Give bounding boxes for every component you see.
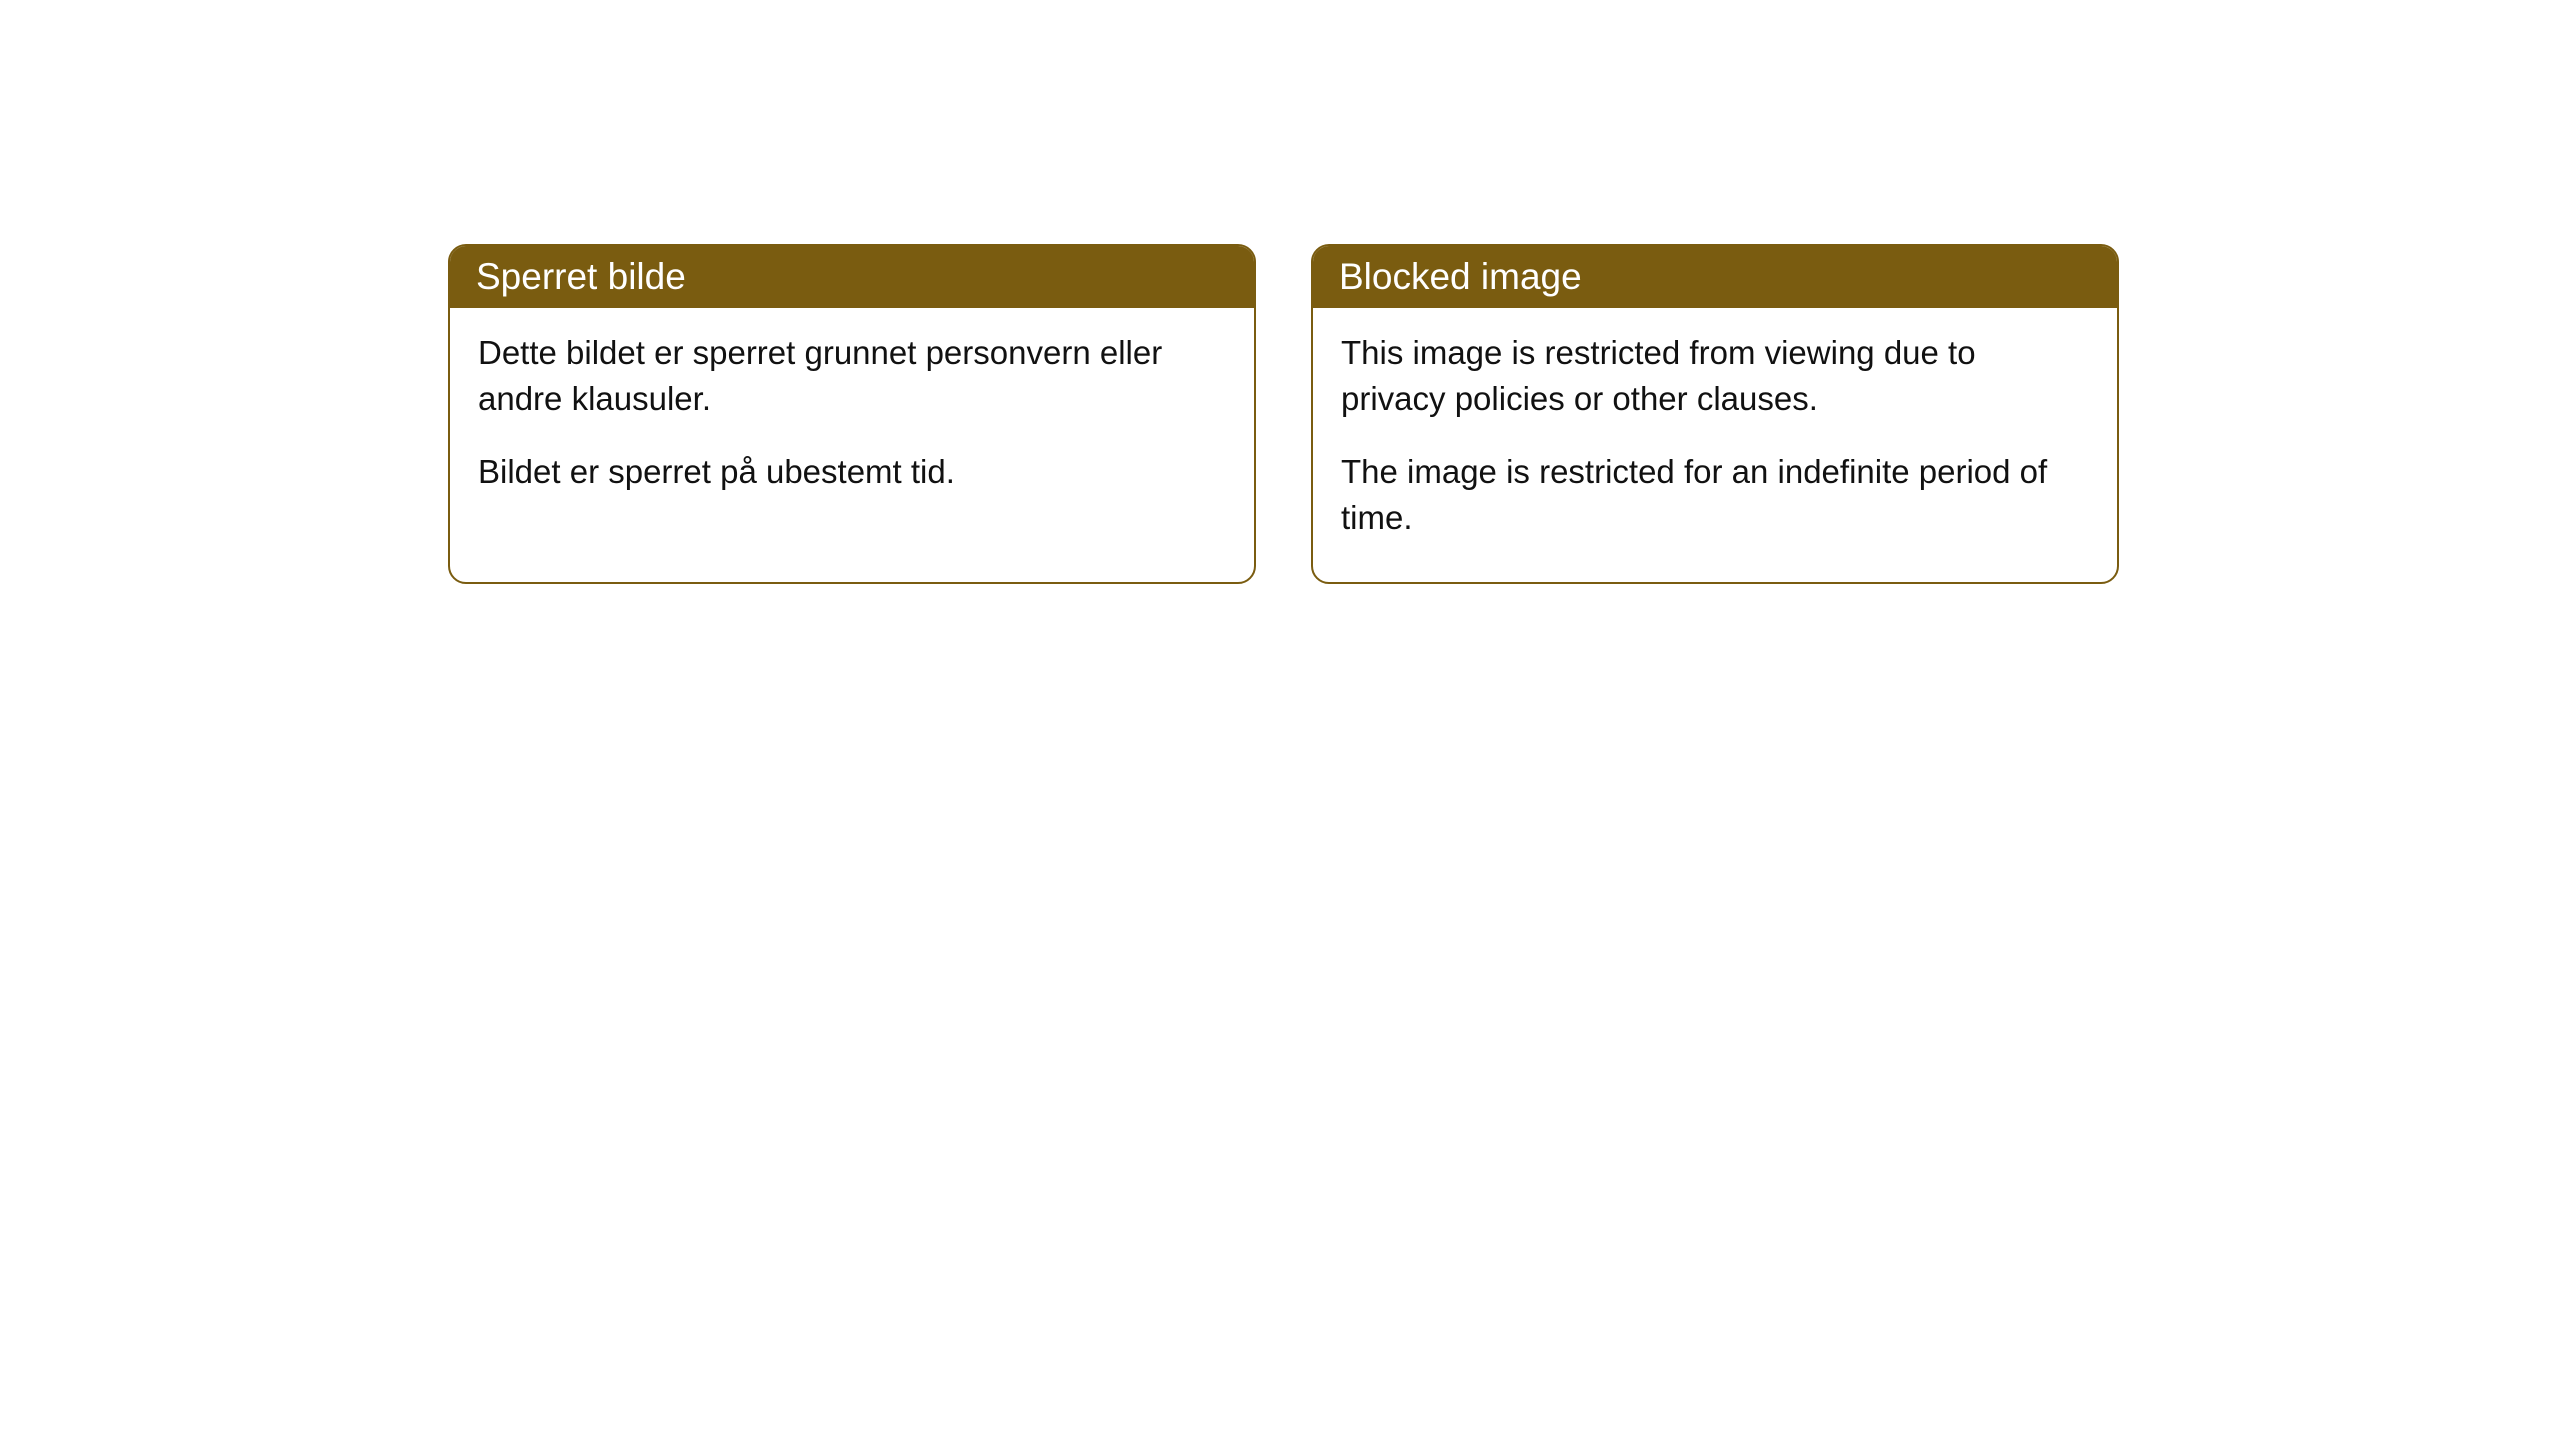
- card-paragraph: This image is restricted from viewing du…: [1341, 330, 2089, 421]
- card-header: Sperret bilde: [450, 246, 1254, 308]
- card-title: Sperret bilde: [476, 256, 686, 297]
- card-paragraph: Bildet er sperret på ubestemt tid.: [478, 449, 1226, 495]
- blocked-image-card-en: Blocked image This image is restricted f…: [1311, 244, 2119, 584]
- card-paragraph: Dette bildet er sperret grunnet personve…: [478, 330, 1226, 421]
- card-body: This image is restricted from viewing du…: [1313, 308, 2117, 582]
- card-header: Blocked image: [1313, 246, 2117, 308]
- notice-cards-container: Sperret bilde Dette bildet er sperret gr…: [0, 0, 2560, 584]
- card-paragraph: The image is restricted for an indefinit…: [1341, 449, 2089, 540]
- card-body: Dette bildet er sperret grunnet personve…: [450, 308, 1254, 537]
- blocked-image-card-no: Sperret bilde Dette bildet er sperret gr…: [448, 244, 1256, 584]
- card-title: Blocked image: [1339, 256, 1582, 297]
